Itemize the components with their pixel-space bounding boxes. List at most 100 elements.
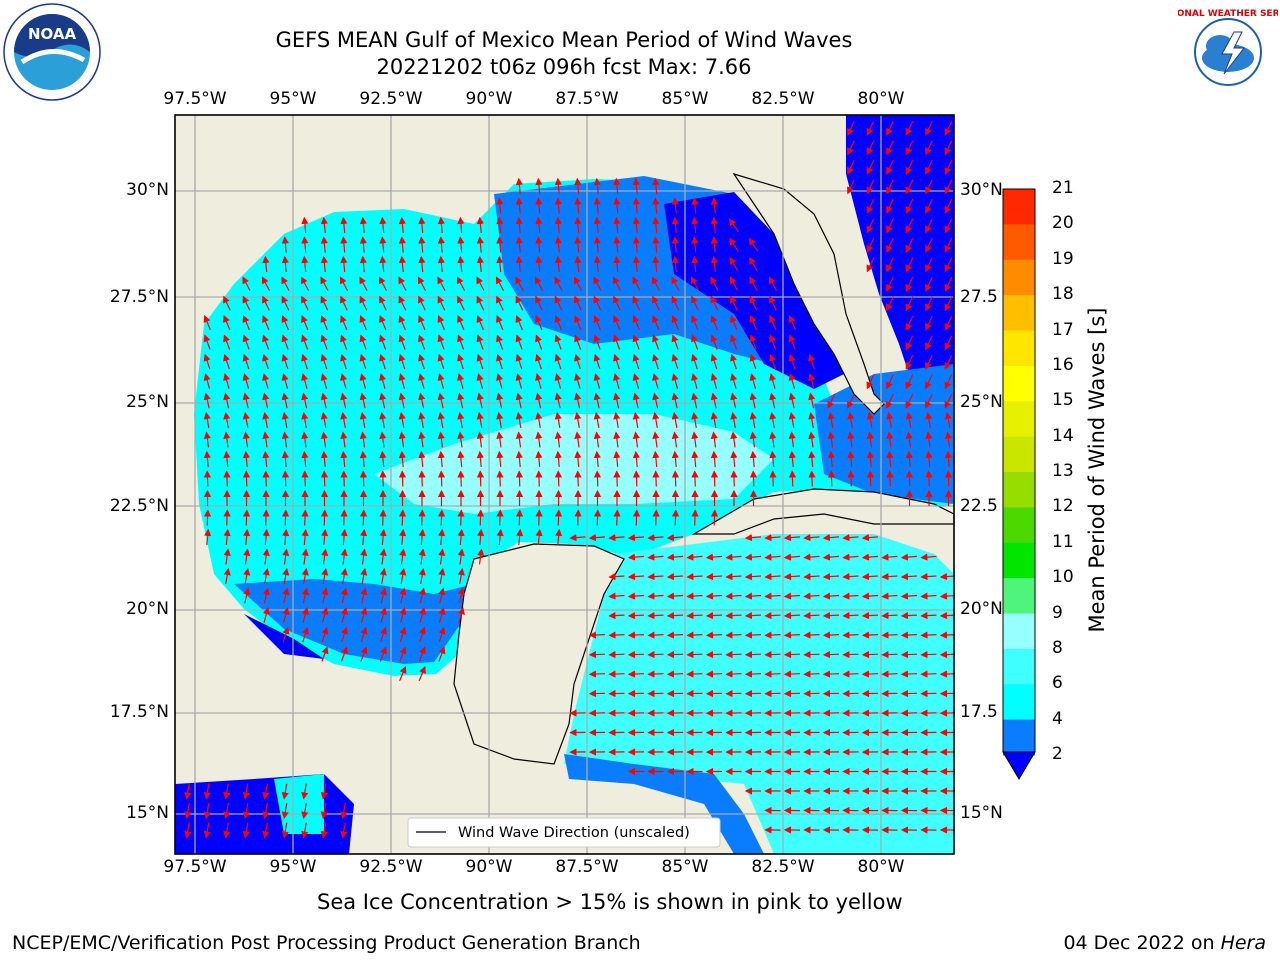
wind-wave-arrow bbox=[262, 255, 270, 273]
wind-wave-arrow bbox=[647, 592, 664, 600]
wind-wave-arrow bbox=[184, 783, 192, 800]
wind-wave-arrow bbox=[535, 314, 543, 331]
wind-wave-arrow bbox=[900, 592, 918, 600]
wind-wave-arrow bbox=[262, 334, 270, 350]
wind-wave-arrow bbox=[418, 236, 426, 253]
wind-wave-arrow bbox=[705, 553, 723, 561]
lon-tick-label: 92.5°W bbox=[359, 89, 423, 109]
wind-wave-arrow bbox=[905, 335, 914, 351]
wind-wave-arrow bbox=[399, 528, 407, 546]
straits-blue bbox=[814, 364, 954, 504]
wind-wave-arrow bbox=[666, 670, 684, 678]
wind-wave-arrow bbox=[359, 431, 367, 448]
wind-wave-arrow bbox=[515, 373, 523, 389]
wind-wave-arrow bbox=[203, 353, 211, 370]
wind-wave-arrow bbox=[769, 431, 777, 448]
wind-wave-arrow bbox=[710, 197, 718, 214]
wind-wave-arrow bbox=[671, 295, 680, 311]
wind-wave-arrow bbox=[360, 548, 368, 565]
wind-wave-arrow bbox=[496, 509, 504, 526]
wind-wave-arrow bbox=[886, 431, 894, 448]
wind-wave-arrow bbox=[242, 802, 250, 820]
wind-wave-arrow bbox=[925, 257, 933, 273]
wind-wave-arrow bbox=[282, 548, 290, 565]
wind-wave-arrow bbox=[803, 611, 820, 620]
wind-wave-arrow bbox=[881, 650, 898, 659]
wind-wave-arrow bbox=[320, 255, 328, 273]
lat-tick-label: 20°N bbox=[960, 599, 1003, 619]
wind-wave-arrow bbox=[554, 216, 562, 234]
wind-wave-arrow bbox=[613, 411, 621, 429]
wind-wave-arrow bbox=[515, 334, 523, 350]
wind-wave-arrow bbox=[769, 334, 777, 350]
lat-tick-label: 15°N bbox=[960, 803, 1003, 823]
wind-wave-arrow bbox=[652, 197, 660, 214]
wind-wave-arrow bbox=[827, 393, 836, 409]
lon-tick-label: 85°W bbox=[661, 89, 709, 109]
wind-wave-arrow bbox=[900, 611, 918, 620]
wind-wave-arrow bbox=[744, 592, 762, 600]
wind-wave-arrow bbox=[842, 670, 859, 678]
wind-wave-arrow bbox=[652, 177, 660, 195]
wind-wave-arrow bbox=[574, 411, 582, 429]
wind-wave-arrow bbox=[515, 255, 523, 273]
wind-wave-arrow bbox=[783, 534, 801, 542]
wind-wave-arrow bbox=[399, 567, 407, 585]
wind-wave-arrow bbox=[866, 159, 875, 175]
wind-wave-arrow bbox=[905, 296, 914, 312]
wind-wave-arrow bbox=[398, 334, 406, 350]
wind-wave-arrow bbox=[729, 237, 739, 252]
wind-wave-arrow bbox=[437, 295, 446, 311]
wind-wave-arrow bbox=[242, 470, 251, 487]
wind-wave-arrow bbox=[886, 296, 894, 312]
wind-wave-arrow bbox=[340, 802, 348, 820]
wind-wave-arrow bbox=[223, 431, 231, 448]
wind-wave-arrow bbox=[360, 646, 368, 662]
wind-wave-arrow bbox=[281, 431, 289, 448]
wind-wave-arrow bbox=[359, 392, 367, 409]
wind-wave-arrow bbox=[691, 353, 698, 370]
legend-label: Wind Wave Direction (unscaled) bbox=[458, 825, 690, 841]
wind-wave-arrow bbox=[861, 631, 879, 639]
wind-wave-arrow bbox=[457, 548, 465, 565]
wind-wave-arrow bbox=[223, 802, 231, 820]
wind-wave-arrow bbox=[710, 373, 718, 389]
colorbar-swatch bbox=[1003, 295, 1035, 331]
wind-wave-arrow bbox=[203, 802, 211, 820]
wind-wave-arrow bbox=[725, 611, 742, 620]
wind-wave-arrow bbox=[788, 411, 796, 429]
wind-wave-arrow bbox=[905, 198, 914, 214]
lon-tick-label: 97.5°W bbox=[163, 89, 227, 109]
wind-wave-arrow bbox=[886, 198, 894, 214]
wind-wave-arrow bbox=[866, 179, 875, 195]
colorbar-swatch bbox=[1003, 648, 1035, 685]
wind-wave-arrow bbox=[398, 295, 407, 311]
wind-wave-arrow bbox=[379, 567, 387, 585]
wind-wave-arrow bbox=[262, 607, 270, 623]
wind-wave-arrow bbox=[905, 237, 914, 253]
wind-wave-arrow bbox=[223, 334, 231, 350]
wind-wave-arrow bbox=[768, 276, 778, 291]
wind-wave-arrow bbox=[691, 470, 699, 487]
wind-wave-arrow bbox=[320, 276, 329, 291]
wind-wave-arrow bbox=[321, 626, 329, 643]
wind-wave-arrow bbox=[905, 450, 913, 468]
wind-wave-arrow bbox=[359, 295, 368, 311]
wind-wave-arrow bbox=[535, 197, 543, 214]
wind-wave-arrow bbox=[437, 411, 445, 429]
colorbar bbox=[1002, 188, 1036, 780]
wind-wave-arrow bbox=[783, 553, 801, 561]
wind-wave-arrow bbox=[671, 216, 679, 234]
colorbar-tick-label: 15 bbox=[1052, 390, 1074, 411]
wind-wave-arrow bbox=[827, 470, 836, 487]
wind-wave-arrow bbox=[822, 611, 840, 620]
wind-wave-arrow bbox=[905, 140, 914, 156]
wind-wave-arrow bbox=[340, 548, 348, 565]
wind-wave-arrow bbox=[593, 470, 602, 487]
wind-wave-arrow bbox=[944, 159, 953, 175]
wind-wave-arrow bbox=[647, 670, 664, 678]
colorbar-swatch bbox=[1003, 719, 1035, 756]
wind-wave-arrow bbox=[900, 631, 918, 639]
wind-wave-arrow bbox=[588, 631, 606, 639]
wind-wave-arrow bbox=[223, 353, 230, 370]
